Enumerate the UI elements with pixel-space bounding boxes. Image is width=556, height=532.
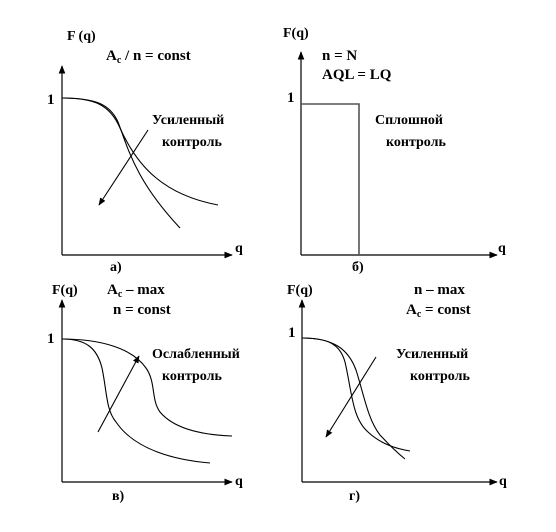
panel-a-caption: а) <box>110 260 122 275</box>
panel-g-arrow <box>325 356 377 438</box>
panel-v-x-axis-label: q <box>235 474 243 489</box>
panel-b-tick-one: 1 <box>287 90 295 106</box>
panel-a-x-axis-label: q <box>235 241 243 256</box>
panel-b-condition-1: n = N <box>322 48 357 64</box>
panel-v-caption: в) <box>112 489 125 504</box>
panel-v: F(q) q 1 Ac – max n = const Ослабленный … <box>47 282 243 504</box>
panel-g-x-axis-label: q <box>499 474 507 489</box>
panel-v-tick-one: 1 <box>47 331 55 347</box>
panel-a-tick-one: 1 <box>47 92 55 108</box>
panel-g-y-axis-label: F(q) <box>287 283 313 298</box>
panel-v-control-line1: Ослабленный <box>152 347 240 362</box>
panel-b-caption: б) <box>352 260 364 275</box>
panel-v-control-line2: контроль <box>162 369 222 384</box>
panel-g-control-line2: контроль <box>410 369 470 384</box>
panel-b-control-line1: Сплошной <box>375 113 443 128</box>
panel-a: F (q) q 1 Ac / n = const Усиленный контр… <box>47 29 243 275</box>
panel-g-curve-gentle <box>301 337 406 460</box>
panel-a-curve-gentle <box>61 97 219 206</box>
panel-g-curve-steep <box>301 337 411 452</box>
panel-v-condition-1: Ac – max <box>107 282 165 300</box>
panel-b: F(q) q 1 n = N AQL = LQ Сплошной контрол… <box>283 26 506 275</box>
panel-a-control-line2: контроль <box>162 135 222 150</box>
panel-g-control-line1: Усиленный <box>396 347 468 362</box>
panel-v-y-axis-label: F(q) <box>52 283 78 298</box>
panel-v-curve-high <box>61 338 233 437</box>
panel-v-arrow <box>97 355 140 433</box>
panel-b-x-axis-label: q <box>498 241 506 256</box>
panel-a-arrow <box>98 129 149 206</box>
panel-g-tick-one: 1 <box>288 325 296 341</box>
panel-v-curve-low <box>61 338 211 464</box>
panel-a-y-axis-label: F (q) <box>67 29 96 44</box>
panel-a-control-line1: Усиленный <box>152 113 224 128</box>
panel-b-condition-2: AQL = LQ <box>322 67 392 83</box>
panel-b-control-line2: контроль <box>386 135 446 150</box>
panel-g: F(q) q 1 n – max Ac = const Усиленный ко… <box>287 282 507 504</box>
panel-g-condition-2: Ac = const <box>406 302 471 320</box>
panel-g-caption: г) <box>349 489 360 504</box>
panel-b-y-axis-label: F(q) <box>283 26 309 41</box>
panel-v-condition-2: n = const <box>113 302 171 318</box>
panel-a-condition: Ac / n = const <box>106 48 191 66</box>
panel-b-step-curve <box>301 103 360 255</box>
panel-g-condition-1: n – max <box>414 282 465 298</box>
